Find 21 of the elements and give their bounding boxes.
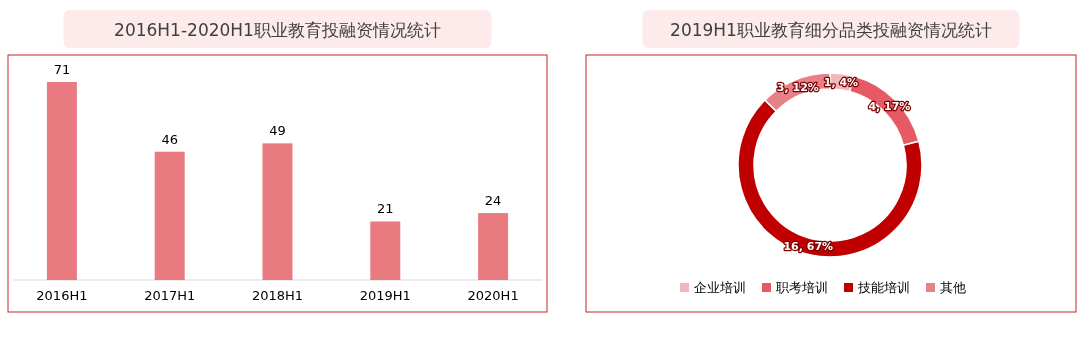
data-label: 71 [53,62,71,77]
data-label: 49 [269,123,286,139]
legend-label: 技能培训 [857,280,910,295]
bar [154,151,185,280]
bar [478,213,509,280]
bar [262,143,293,280]
x-tick-label: 2020H1 [467,288,519,303]
x-tick-label: 2019H1 [359,288,411,303]
chart-title: 2016H1-2020H1职业教育投融资情况统计 [114,20,441,40]
data-label: 24 [484,193,502,209]
data-label: 46 [161,131,178,147]
x-tick-label: 2017H1 [144,288,196,303]
x-tick-label: 2018H1 [251,288,304,303]
x-tick-label: 2016H1 [36,288,88,303]
bar [370,221,401,280]
legend-label: 企业培训 [694,280,746,295]
legend-label: 职考培训 [776,280,828,295]
bar [46,82,77,280]
data-label: 21 [377,201,394,217]
chart-title: 2019H1职业教育细分品类投融资情况统计 [670,20,992,40]
legend-label: 其他 [940,280,966,295]
